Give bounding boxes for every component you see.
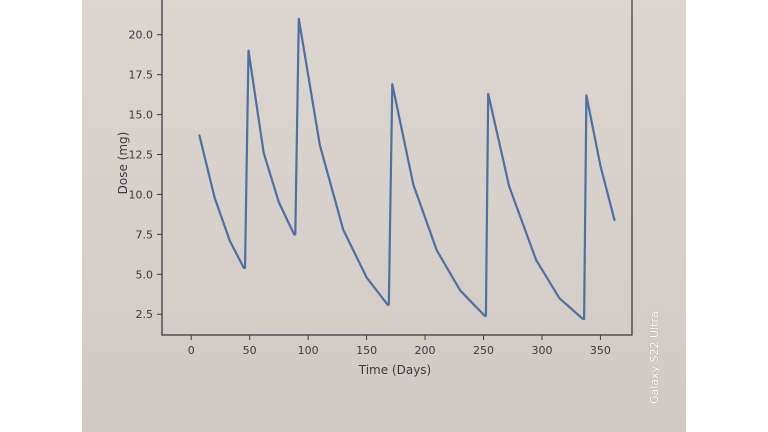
y-tick-label: 20.0: [129, 29, 154, 42]
x-tick-label: 250: [473, 344, 494, 357]
y-tick-label: 7.5: [136, 228, 154, 241]
dose-chart: 0 50 100 150 200 250 300 350 2.5 5.0 7.5 10.0 12.5 1…: [116, 0, 633, 377]
y-tick-label: 10.0: [129, 188, 154, 201]
dose-series-line: [198, 17, 616, 321]
x-tick-label: 0: [188, 344, 195, 357]
y-tick-label: 5.0: [136, 268, 154, 281]
series-layer: [198, 17, 616, 321]
x-axis-ticks: 0 50 100 150 200 250 300 350: [188, 335, 611, 357]
x-axis-label: Time (Days): [358, 363, 432, 377]
camera-watermark: Galaxy S22 Ultra: [648, 311, 661, 404]
x-tick-label: 200: [415, 344, 436, 357]
x-tick-label: 350: [590, 344, 611, 357]
y-axis-ticks: 2.5 5.0 7.5 10.0 12.5 15.0 17.5 20.0: [129, 29, 162, 321]
x-tick-label: 50: [243, 344, 257, 357]
y-tick-label: 12.5: [129, 149, 154, 162]
plot-frame: [161, 0, 633, 336]
y-axis-label: Dose (mg): [116, 132, 130, 195]
y-tick-label: 17.5: [129, 69, 154, 82]
y-tick-label: 2.5: [136, 308, 154, 321]
x-tick-label: 100: [298, 344, 319, 357]
y-tick-label: 15.0: [129, 109, 154, 122]
x-tick-label: 150: [356, 344, 377, 357]
x-tick-label: 300: [531, 344, 552, 357]
